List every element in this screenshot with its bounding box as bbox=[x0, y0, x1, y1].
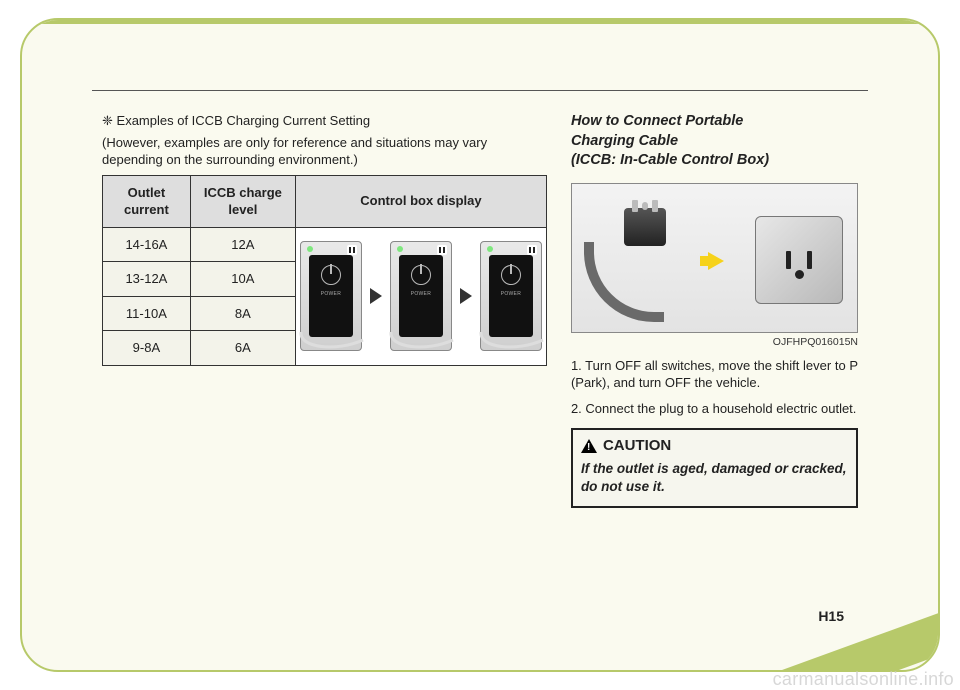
table-row: 14-16A 12A POWER bbox=[103, 227, 547, 262]
wall-outlet-icon bbox=[755, 216, 843, 304]
image-code: OJFHPQ016015N bbox=[571, 335, 858, 349]
warning-triangle-icon bbox=[581, 439, 597, 453]
outlet-slot-icon bbox=[786, 251, 791, 269]
arrow-right-icon bbox=[370, 288, 382, 304]
howto-title: How to Connect Portable Charging Cable (… bbox=[571, 112, 858, 171]
plug-head bbox=[624, 208, 666, 246]
page-number: H15 bbox=[818, 608, 844, 624]
step-item: 1. Turn OFF all switches, move the shift… bbox=[571, 357, 858, 392]
outlet-slot-icon bbox=[807, 251, 812, 269]
section-note: (However, examples are only for referenc… bbox=[102, 134, 547, 169]
status-led-icon bbox=[397, 246, 403, 252]
control-box-icon: POWER bbox=[300, 241, 362, 351]
arrow-right-icon bbox=[460, 288, 472, 304]
charging-table: Outlet current ICCB charge level Control… bbox=[102, 175, 547, 366]
howto-line3: (ICCB: In-Cable Control Box) bbox=[571, 152, 769, 168]
power-label: POWER bbox=[501, 291, 521, 298]
cell-level: 10A bbox=[190, 262, 295, 297]
step-item: 2. Connect the plug to a household elect… bbox=[571, 400, 858, 418]
control-box-icon: POWER bbox=[390, 241, 452, 351]
caution-text: If the outlet is aged, damaged or cracke… bbox=[581, 460, 848, 496]
control-screen: POWER bbox=[309, 255, 353, 337]
control-screen: POWER bbox=[489, 255, 533, 337]
outlet-ground-icon bbox=[795, 270, 804, 279]
th-outlet: Outlet current bbox=[103, 175, 191, 227]
instruction-photo bbox=[571, 183, 858, 333]
cell-outlet: 13-12A bbox=[103, 262, 191, 297]
th-level: ICCB charge level bbox=[190, 175, 295, 227]
status-led-icon bbox=[487, 246, 493, 252]
caution-label: CAUTION bbox=[603, 436, 671, 456]
howto-line1: How to Connect Portable bbox=[571, 113, 743, 129]
cell-level: 8A bbox=[190, 296, 295, 331]
prong-icon bbox=[632, 200, 638, 212]
plug-indicator-icon bbox=[347, 245, 357, 255]
title-text: Examples of ICCB Charging Current Settin… bbox=[117, 113, 371, 128]
cell-outlet: 9-8A bbox=[103, 331, 191, 366]
right-column: How to Connect Portable Charging Cable (… bbox=[571, 112, 858, 610]
power-icon bbox=[501, 265, 521, 285]
page-frame: ❈ Examples of ICCB Charging Current Sett… bbox=[20, 18, 940, 672]
howto-line2: Charging Cable bbox=[571, 133, 678, 149]
arrow-right-yellow-icon bbox=[708, 252, 724, 270]
title-ornament: ❈ bbox=[102, 113, 113, 128]
control-screen: POWER bbox=[399, 255, 443, 337]
content-area: ❈ Examples of ICCB Charging Current Sett… bbox=[102, 112, 858, 610]
power-plug-icon bbox=[584, 194, 694, 324]
plug-indicator-icon bbox=[527, 245, 537, 255]
power-label: POWER bbox=[321, 291, 341, 298]
cell-outlet: 11-10A bbox=[103, 296, 191, 331]
cell-outlet: 14-16A bbox=[103, 227, 191, 262]
cable-icon bbox=[584, 242, 664, 322]
section-title: ❈ Examples of ICCB Charging Current Sett… bbox=[102, 112, 547, 130]
prong-icon bbox=[652, 200, 658, 212]
header-rule bbox=[92, 90, 868, 91]
status-led-icon bbox=[307, 246, 313, 252]
steps-list: 1. Turn OFF all switches, move the shift… bbox=[571, 357, 858, 418]
th-display: Control box display bbox=[295, 175, 546, 227]
cell-level: 6A bbox=[190, 331, 295, 366]
caution-box: CAUTION If the outlet is aged, damaged o… bbox=[571, 428, 858, 509]
plug-indicator-icon bbox=[437, 245, 447, 255]
watermark: carmanualsonline.info bbox=[773, 669, 954, 690]
power-icon bbox=[321, 265, 341, 285]
ground-prong-icon bbox=[642, 202, 648, 210]
control-box-display: POWER bbox=[300, 241, 542, 351]
caution-header: CAUTION bbox=[581, 436, 848, 456]
cell-display: POWER bbox=[295, 227, 546, 365]
left-column: ❈ Examples of ICCB Charging Current Sett… bbox=[102, 112, 547, 610]
power-icon bbox=[411, 265, 431, 285]
cell-level: 12A bbox=[190, 227, 295, 262]
power-label: POWER bbox=[411, 291, 431, 298]
control-box-icon: POWER bbox=[480, 241, 542, 351]
